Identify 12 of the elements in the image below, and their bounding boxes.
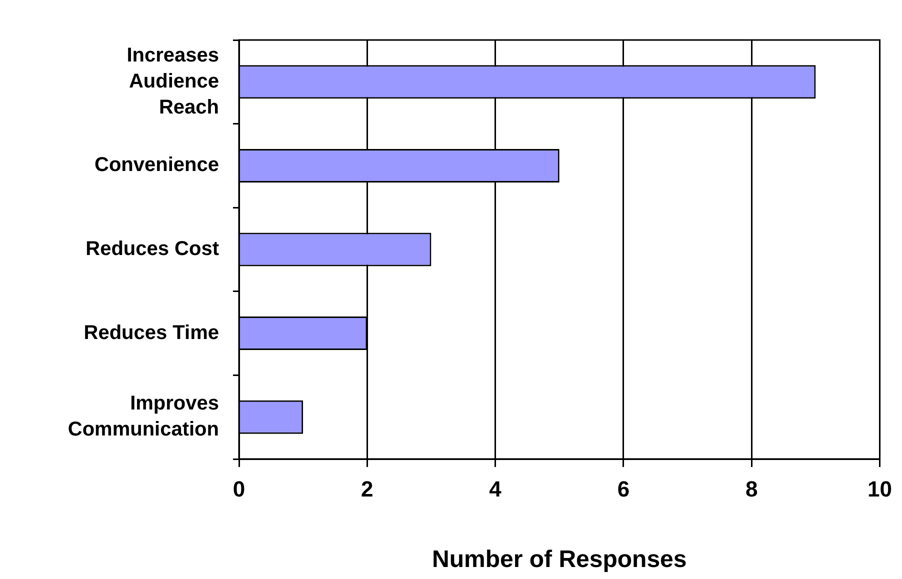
x-tick-label: 2: [361, 476, 374, 502]
x-tick-label: 4: [489, 476, 502, 502]
y-tick-label: Convenience: [94, 154, 219, 176]
x-tick-label: 10: [868, 476, 892, 502]
y-tick-label: Reduces Time: [84, 322, 219, 344]
x-axis-title: Number of Responses: [432, 546, 687, 574]
y-tick-label: Reduces Cost: [86, 238, 220, 260]
x-tick-label: 0: [232, 476, 246, 502]
y-tick-label: Improves Communication: [68, 392, 219, 441]
x-tick-label: 8: [745, 476, 758, 502]
x-tick-label: 6: [617, 476, 630, 502]
y-tick-label: Increases Audience Reach: [126, 44, 219, 118]
